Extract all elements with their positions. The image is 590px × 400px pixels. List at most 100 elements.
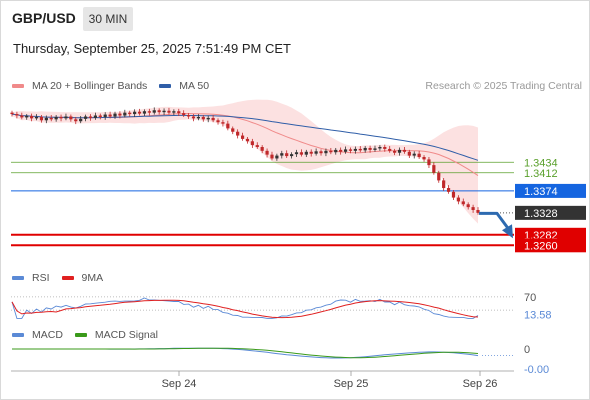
legend-label-macd-signal: MACD Signal <box>94 329 158 341</box>
candle-body <box>93 115 97 118</box>
candle-body <box>64 116 68 119</box>
bollinger-band <box>12 99 478 224</box>
legend-item-ma50: MA 50 <box>159 80 209 92</box>
candle-body <box>471 207 475 210</box>
candle-body <box>446 188 451 192</box>
level-label-1.3328: 1.3328 <box>524 208 558 220</box>
legend-label-ma50: MA 50 <box>179 80 210 92</box>
candle-body <box>39 116 44 121</box>
candle-body <box>329 150 333 153</box>
macd-zero-label: 0 <box>524 344 530 356</box>
candle-body <box>108 114 112 117</box>
candle-body <box>182 113 186 116</box>
candle-body <box>255 145 259 148</box>
legend-item-macd: MACD <box>12 329 63 341</box>
candle-body <box>137 111 142 114</box>
candle-body <box>44 117 48 121</box>
candle-body <box>74 119 78 122</box>
candle-body <box>206 117 210 120</box>
legend-swatch-macd-signal <box>74 333 87 337</box>
candle-body <box>83 116 88 119</box>
candle-body <box>358 148 362 151</box>
timeframe-button[interactable]: 30 MIN <box>83 7 133 31</box>
rsi-last-label: 13.58 <box>524 310 552 322</box>
candle-body <box>10 112 14 115</box>
level-tag-1.3260 <box>515 238 586 253</box>
candle-body <box>226 123 230 129</box>
candle-body <box>128 112 132 115</box>
candle-body <box>191 116 196 119</box>
candle-body <box>461 201 465 205</box>
candle-body <box>250 141 254 146</box>
candle-body <box>285 153 289 157</box>
candle-body <box>79 118 83 122</box>
forecast-arrow-head <box>502 224 513 239</box>
candle-body <box>240 135 245 139</box>
macd-signal-line <box>12 347 479 359</box>
legend-label-ma20: MA 20 + Bollinger Bands <box>32 80 148 92</box>
candle-body <box>123 112 127 116</box>
candle-body <box>25 115 29 118</box>
legend-label-rsi: RSI <box>32 272 50 284</box>
candle-body <box>113 113 117 117</box>
candle-body <box>265 150 269 155</box>
level-label-1.3434: 1.3434 <box>524 157 558 169</box>
macd-line <box>12 347 479 359</box>
candle-body <box>177 111 181 114</box>
candle-body <box>186 115 191 117</box>
candle-body <box>388 148 392 151</box>
candle-body <box>407 151 411 156</box>
candle-body <box>133 111 137 115</box>
time-axis-label-sep-25: Sep 25 <box>334 378 369 390</box>
candle-body <box>304 151 308 155</box>
candle-body <box>270 154 274 159</box>
candle-body <box>422 157 426 160</box>
candle-body <box>348 149 353 151</box>
candle-body <box>54 116 58 120</box>
candle-body <box>196 116 200 119</box>
legend-item-rsi: RSI <box>12 272 50 284</box>
main-legend: MA 20 + Bollinger Bands MA 50 <box>12 80 221 92</box>
rsi-70-label: 70 <box>524 292 536 304</box>
candle-body <box>290 154 294 157</box>
legend-item-macd-signal: MACD Signal <box>74 329 158 341</box>
candle-body <box>201 116 205 120</box>
candle-body <box>30 115 34 119</box>
candle-body <box>442 180 446 189</box>
candle-body <box>456 197 460 202</box>
level-tag-1.3328 <box>515 205 586 220</box>
time-axis-label-sep-24: Sep 24 <box>162 378 197 390</box>
legend-swatch-macd <box>12 333 24 337</box>
candle-body <box>427 159 431 166</box>
symbol-title: GBP/USD <box>12 10 76 26</box>
candle-body <box>152 110 156 113</box>
legend-label-macd: MACD <box>32 329 63 341</box>
candle-body <box>211 117 215 121</box>
candle-body <box>103 114 107 117</box>
legend-swatch-ma50 <box>159 84 172 88</box>
timestamp: Thursday, September 25, 2025 7:51:49 PM … <box>13 41 291 56</box>
candle-body <box>216 120 220 123</box>
macd-last-label: -0.00 <box>524 364 549 376</box>
candle-body <box>314 151 318 154</box>
candle-body <box>476 209 480 213</box>
candle-body <box>142 111 147 114</box>
candle-body <box>378 147 382 149</box>
candle-body <box>343 149 348 152</box>
candle-body <box>118 113 122 116</box>
candle-body <box>393 150 397 153</box>
candle-body <box>20 115 24 118</box>
candle-body <box>231 128 235 132</box>
candle-body <box>236 131 240 136</box>
candle-body <box>334 149 338 153</box>
macd-legend: MACD MACD Signal <box>12 329 170 341</box>
candle-body <box>88 116 93 118</box>
rsi-line <box>11 297 479 319</box>
candle-body <box>221 122 225 124</box>
candle-body <box>172 111 176 113</box>
candle-body <box>397 149 402 153</box>
candle-body <box>299 152 304 155</box>
candle-body <box>34 116 39 119</box>
candle-body <box>309 151 313 154</box>
